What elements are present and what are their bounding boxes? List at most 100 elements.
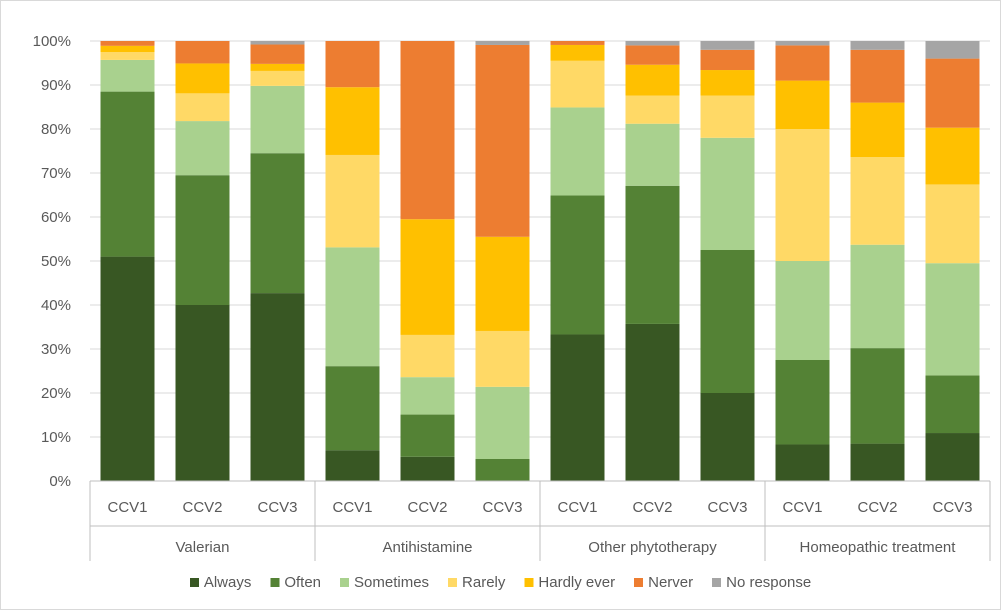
bar-segment xyxy=(700,95,755,138)
bar-segment xyxy=(250,293,305,481)
y-tick-label: 20% xyxy=(41,385,71,402)
x-tick-label: CCV2 xyxy=(857,499,897,516)
bar-segment xyxy=(175,121,230,176)
bar-segment xyxy=(625,185,680,324)
group-label: Other phytotherapy xyxy=(588,539,717,556)
bar-segment xyxy=(100,41,155,46)
y-tick-label: 0% xyxy=(49,473,71,490)
x-tick-label: CCV1 xyxy=(782,499,822,516)
bar-segment xyxy=(775,360,830,445)
bar-segment xyxy=(925,58,980,128)
bar-segment xyxy=(625,123,680,186)
bar-segment xyxy=(100,91,155,257)
bar-segment xyxy=(100,45,155,52)
y-tick-label: 80% xyxy=(41,121,71,138)
bar-segment xyxy=(175,305,230,481)
bar-segment xyxy=(475,459,530,481)
bar-segment xyxy=(400,219,455,335)
bar-segment xyxy=(250,85,305,154)
bar-segment xyxy=(400,414,455,457)
y-tick-label: 90% xyxy=(41,77,71,94)
bar-segment xyxy=(925,41,980,59)
bar-segment xyxy=(100,59,155,92)
bar-segment xyxy=(700,393,755,481)
x-tick-label: CCV3 xyxy=(932,499,972,516)
y-tick-label: 10% xyxy=(41,429,71,446)
group-label: Valerian xyxy=(176,539,230,556)
bar-segment xyxy=(250,41,305,45)
bar-segment xyxy=(550,107,605,196)
bar-segment xyxy=(550,334,605,481)
legend-swatch xyxy=(448,578,458,587)
x-tick-label: CCV1 xyxy=(107,499,147,516)
bar-segment xyxy=(400,334,455,378)
bar-segment xyxy=(175,93,230,122)
bars xyxy=(100,41,980,481)
bar-segment xyxy=(700,41,755,50)
bar-segment xyxy=(925,433,980,481)
x-tick-label: CCV1 xyxy=(557,499,597,516)
bar-segment xyxy=(700,49,755,71)
y-tick-label: 30% xyxy=(41,341,71,358)
bar-segment xyxy=(175,41,230,64)
legend-label: Sometimes xyxy=(354,574,429,591)
group-label: Antihistamine xyxy=(382,539,472,556)
bar-segment xyxy=(700,137,755,250)
bar-segment xyxy=(550,41,605,45)
bar-segment xyxy=(175,63,230,94)
legend-swatch xyxy=(189,578,199,587)
bar-segment xyxy=(400,41,455,220)
bar-segment xyxy=(325,87,380,155)
bar-segment xyxy=(775,129,830,261)
bar-segment xyxy=(475,330,530,387)
bar-segment xyxy=(325,41,380,88)
legend: Always Often Sometimes Rarely Hardly ever Ner… xyxy=(189,574,811,591)
bar-segment xyxy=(625,41,680,46)
gridlines xyxy=(90,40,990,438)
legend-label: Rarely xyxy=(462,574,506,591)
legend-swatch xyxy=(524,578,534,587)
group-label: Homeopathic treatment xyxy=(800,539,957,556)
bar-segment xyxy=(475,236,530,331)
bar-segment xyxy=(625,323,680,481)
bar-segment xyxy=(550,195,605,335)
bar-segment xyxy=(325,450,380,481)
bar-segment xyxy=(625,95,680,124)
legend-swatch xyxy=(270,578,280,587)
bar-segment xyxy=(550,60,605,108)
bar-segment xyxy=(475,41,530,45)
bar-segment xyxy=(925,127,980,185)
y-axis: 0% 10% 20% 30% 40% 50% 60% 70% 80% 90% 100% xyxy=(33,33,71,490)
bar-segment xyxy=(775,41,830,46)
y-tick-label: 70% xyxy=(41,165,71,182)
bar-segment xyxy=(850,157,905,245)
bar-segment xyxy=(775,444,830,481)
bar-segment xyxy=(850,443,905,481)
bar-segment xyxy=(325,154,380,248)
bar-segment xyxy=(925,184,980,264)
bar-segment xyxy=(925,263,980,376)
bar-segment xyxy=(700,70,755,96)
bar-segment xyxy=(625,64,680,96)
bar-segment xyxy=(325,247,380,367)
bar-segment xyxy=(400,456,455,481)
bar-segment xyxy=(250,63,305,71)
legend-swatch xyxy=(340,578,350,587)
x-tick-label: CCV2 xyxy=(632,499,672,516)
x-axis: CCV1 CCV2 CCV3 CCV1 CCV2 CCV3 CCV1 CCV2 CCV3 CCV1… xyxy=(89,480,991,561)
bar-segment xyxy=(175,175,230,305)
legend-label: Always xyxy=(204,574,252,591)
x-tick-label: CCV3 xyxy=(482,499,522,516)
bar-segment xyxy=(850,348,905,444)
legend-swatch xyxy=(634,578,644,587)
bar-segment xyxy=(250,153,305,294)
bar-segment xyxy=(775,261,830,360)
legend-label: No response xyxy=(726,574,811,591)
y-tick-label: 100% xyxy=(33,33,71,50)
bar-segment xyxy=(325,366,380,451)
bar-segment xyxy=(925,375,980,434)
bar-segment xyxy=(100,256,155,481)
bar-segment xyxy=(775,80,830,129)
x-tick-label: CCV2 xyxy=(407,499,447,516)
